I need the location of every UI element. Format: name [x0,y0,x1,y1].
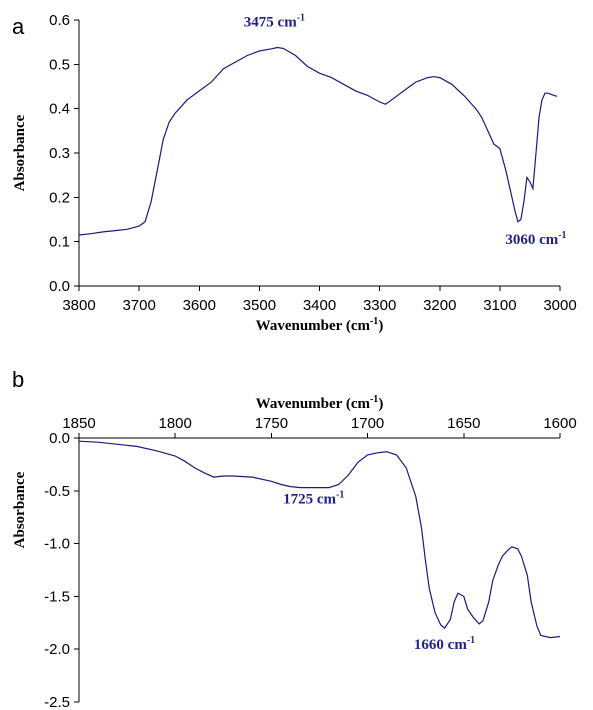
y-tick-label: -1.5 [44,588,70,605]
y-tick-label: 0.1 [49,234,70,251]
x-tick-label: 1800 [159,415,192,432]
panel-b-annotations: 1725 cm-1 1660 cm-1 [283,489,475,653]
panel-a-y-ticks: 0.0 0.1 0.2 0.3 0.4 0.5 0.6 [49,12,79,295]
peak-annotation: 3475 cm-1 [244,13,305,31]
panel-b-x-axis-label-main: Wavenumber (cm [256,396,371,412]
panel-b-x-ticks: 1850 1800 1750 1700 1650 1600 [62,415,576,438]
y-tick-label: 0.4 [49,101,70,118]
panel-a-annotations: 3475 cm-1 3060 cm-1 [244,13,567,248]
panel-a-spectrum-line [79,48,557,236]
panel-a-letter: a [12,14,25,39]
x-tick-label: 1850 [62,415,95,432]
panel-a-x-ticks: 3800 3700 3600 3500 3400 3300 3200 3100 3000 [62,286,576,314]
x-tick-label: 3600 [183,297,216,314]
x-tick-label: 1700 [351,415,384,432]
panel-a-x-axis-label-main: Wavenumber (cm [256,318,371,334]
y-tick-label: -2.5 [44,694,70,710]
panel-a-y-axis-label: Absorbance [12,114,28,191]
panel-b-x-axis-label-sup: -1 [370,394,378,405]
y-tick-label: -1.0 [44,536,70,553]
y-tick-label: -0.5 [44,483,70,500]
peak-annotation: 3060 cm-1 [505,230,566,248]
panel-b-x-axis-label: Wavenumber (cm-1) [256,394,384,412]
panel-a-x-axis-label: Wavenumber (cm-1) [256,316,384,334]
peak-annotation: 1725 cm-1 [283,489,344,507]
panel-b-y-ticks: 0.0 -0.5 -1.0 -1.5 -2.0 -2.5 [44,430,79,710]
panel-b-spectrum-line [79,441,560,637]
y-tick-label: 0.5 [49,56,70,73]
x-tick-label: 3800 [62,297,95,314]
x-tick-label: 3300 [363,297,396,314]
x-tick-label: 1750 [255,415,288,432]
panel-a-x-axis-label-sup: -1 [370,316,378,327]
panel-b-chart: b 0.0 -0.5 -1.0 -1.5 -2.0 -2.5 1850 1800 1750 17… [12,367,577,710]
x-tick-label: 3700 [122,297,155,314]
x-tick-label: 1650 [447,415,480,432]
panel-b-x-axis-label-end: ) [378,396,383,412]
x-tick-label: 3000 [543,297,576,314]
y-tick-label: -2.0 [44,641,70,658]
x-tick-label: 1600 [543,415,576,432]
x-tick-label: 3200 [423,297,456,314]
panel-b-letter: b [12,367,24,392]
panel-a-x-axis-label-end: ) [378,318,383,334]
panel-b-y-axis-label: Absorbance [12,471,28,548]
y-tick-label: 0.6 [49,12,70,29]
y-tick-label: 0.3 [49,145,70,162]
panel-a-chart: a 0.0 0.1 0.2 0.3 0.4 0.5 0.6 3800 3700 3600 3500… [12,12,577,334]
x-tick-label: 3400 [303,297,336,314]
y-tick-label: 0.0 [49,430,70,447]
peak-annotation: 1660 cm-1 [414,635,475,653]
x-tick-label: 3500 [243,297,276,314]
x-tick-label: 3100 [483,297,516,314]
y-tick-label: 0.0 [49,278,70,295]
y-tick-label: 0.2 [49,189,70,206]
